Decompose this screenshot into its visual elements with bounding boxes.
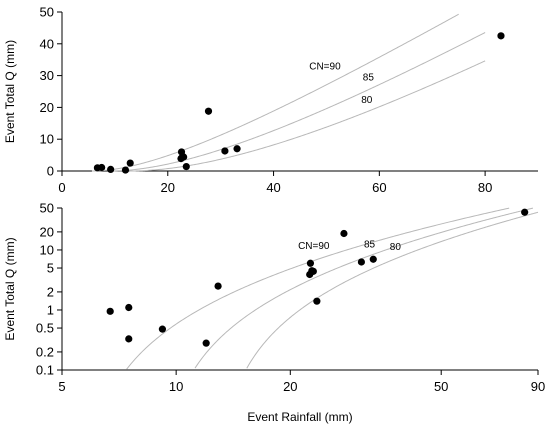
x-tick-label: 80: [478, 180, 492, 195]
data-point: [125, 335, 133, 343]
data-point: [306, 259, 315, 267]
y-tick-label: 20: [40, 100, 54, 115]
data-point: [126, 159, 134, 167]
x-tick-label: 20: [283, 379, 297, 394]
data-point: [202, 339, 210, 347]
cn-curve-90: [91, 13, 459, 172]
y-tick-label: 5: [47, 261, 54, 276]
cn-curve-label-80: 80: [361, 95, 373, 106]
cn-curve-label-90: CN=90: [309, 61, 341, 72]
cn-curve-85: [109, 32, 486, 172]
x-axis-title: Event Rainfall (mm): [247, 410, 352, 424]
y-tick-label: 20: [40, 224, 54, 239]
y-tick-label: 2: [47, 284, 54, 299]
data-point: [357, 258, 366, 266]
y-tick-label: 0.1: [36, 363, 54, 378]
x-tick-label: 40: [266, 180, 280, 195]
data-point: [107, 165, 115, 174]
data-point: [221, 147, 229, 155]
x-tick-label: 5: [58, 379, 65, 394]
data-point: [180, 153, 188, 161]
linear-panel: 0 10 20 30 40 50 0 20 40 60 80 Event Total Q (mm) CN…: [3, 5, 538, 195]
data-point: [204, 107, 213, 115]
y-tick-label: 10: [40, 242, 54, 257]
y-tick-label: 10: [40, 132, 54, 147]
data-point: [369, 255, 377, 263]
data-point: [521, 208, 529, 216]
y-tick-label: 1: [47, 302, 54, 317]
y-axis-title: Event Total Q (mm): [3, 237, 17, 340]
x-tick-label: 50: [434, 379, 448, 394]
data-point: [106, 307, 114, 315]
y-tick-label: 0.5: [36, 321, 54, 336]
data-point: [182, 162, 190, 171]
data-point: [340, 229, 348, 238]
data-point: [214, 282, 222, 290]
data-point: [125, 303, 133, 312]
cn-curve-80: [246, 211, 539, 369]
y-axis-title: Event Total Q (mm): [3, 40, 17, 143]
cn-curve-label-80: 80: [390, 242, 402, 253]
cn-curve-90: [125, 207, 510, 370]
x-tick-label: 90: [531, 379, 545, 394]
cn-curve-label-90: CN=90: [298, 241, 330, 252]
y-tick-label: 40: [40, 36, 54, 51]
y-tick-label: 0: [47, 164, 54, 179]
log-panel: 0.1 0.2 0.5 1 2 5 10 20 50 5 10 20 50 90 Event Total Q…: [3, 201, 545, 425]
cn-curve-85: [194, 207, 534, 369]
x-tick-label: 60: [372, 180, 386, 195]
data-point: [309, 267, 317, 275]
y-tick-label: 0.2: [36, 344, 54, 359]
data-point: [98, 163, 106, 172]
y-tick-label: 30: [40, 68, 54, 83]
cn-curve-label-85: 85: [363, 72, 375, 83]
y-tick-label: 50: [40, 201, 54, 216]
x-tick-label: 20: [161, 180, 175, 195]
data-point: [497, 32, 505, 40]
data-point: [158, 325, 167, 333]
x-tick-label: 10: [169, 379, 183, 394]
y-tick-label: 50: [40, 5, 54, 20]
data-point: [313, 297, 321, 305]
cn-curve-label-85: 85: [364, 240, 376, 251]
data-point: [233, 145, 241, 153]
x-tick-label: 0: [58, 180, 65, 195]
data-point: [121, 166, 130, 174]
